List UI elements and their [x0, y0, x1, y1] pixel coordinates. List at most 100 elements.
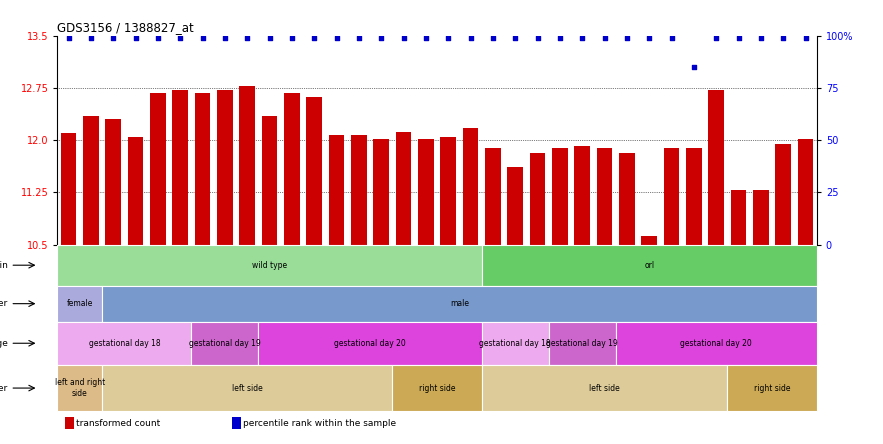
Bar — [374, 139, 389, 245]
Point — [687, 63, 701, 71]
Point — [62, 34, 76, 41]
Text: strain: strain — [0, 261, 8, 270]
Text: left side: left side — [589, 384, 620, 392]
Bar — [619, 153, 635, 245]
Bar — [128, 137, 143, 245]
Point — [620, 34, 634, 41]
Point — [285, 34, 299, 41]
Bar — [463, 127, 479, 245]
Text: right side: right side — [754, 384, 790, 392]
Bar — [708, 90, 724, 245]
Bar — [552, 148, 568, 245]
Bar — [419, 139, 434, 245]
Text: left side: left side — [232, 384, 262, 392]
Bar — [172, 90, 188, 245]
Bar — [482, 245, 817, 286]
Point — [106, 34, 120, 41]
Bar — [392, 365, 482, 411]
Bar — [259, 321, 482, 365]
Point — [553, 34, 567, 41]
Bar — [61, 133, 77, 245]
Text: left and right
side: left and right side — [55, 378, 105, 398]
Text: female: female — [66, 299, 93, 308]
Bar — [57, 365, 102, 411]
Bar — [753, 190, 769, 245]
Bar — [731, 190, 746, 245]
Point — [776, 34, 790, 41]
Point — [218, 34, 232, 41]
Point — [642, 34, 656, 41]
Bar — [239, 86, 255, 245]
Point — [486, 34, 500, 41]
Bar — [396, 132, 411, 245]
Text: gestational day 18: gestational day 18 — [88, 339, 160, 348]
Point — [84, 34, 98, 41]
Point — [329, 34, 343, 41]
Point — [262, 34, 276, 41]
Bar — [57, 286, 102, 321]
Bar — [328, 135, 344, 245]
Bar — [150, 93, 166, 245]
Point — [307, 34, 321, 41]
Bar — [351, 135, 366, 245]
Text: right side: right side — [419, 384, 456, 392]
Point — [195, 34, 209, 41]
Point — [464, 34, 478, 41]
Point — [374, 34, 389, 41]
Bar — [57, 321, 192, 365]
Point — [351, 34, 366, 41]
Point — [396, 34, 411, 41]
Bar — [482, 321, 548, 365]
Point — [531, 34, 545, 41]
Text: wild type: wild type — [252, 261, 287, 270]
Bar — [105, 119, 121, 245]
Point — [151, 34, 165, 41]
Bar — [548, 321, 615, 365]
Point — [754, 34, 768, 41]
Bar — [508, 166, 523, 245]
Point — [709, 34, 723, 41]
Text: percentile rank within the sample: percentile rank within the sample — [244, 419, 396, 428]
Bar — [65, 417, 74, 429]
Bar — [441, 137, 457, 245]
Text: gender: gender — [0, 299, 8, 308]
Bar — [102, 365, 392, 411]
Bar — [482, 365, 728, 411]
Bar — [575, 146, 590, 245]
Text: gestational day 20: gestational day 20 — [334, 339, 406, 348]
Bar — [83, 116, 99, 245]
Text: orl: orl — [645, 261, 654, 270]
Bar — [775, 143, 791, 245]
Bar — [798, 139, 813, 245]
Bar — [686, 148, 702, 245]
Bar — [232, 417, 241, 429]
Point — [129, 34, 143, 41]
Point — [665, 34, 679, 41]
Text: gestational day 18: gestational day 18 — [479, 339, 551, 348]
Text: other: other — [0, 384, 8, 392]
Text: gestational day 19: gestational day 19 — [547, 339, 618, 348]
Point — [419, 34, 433, 41]
Bar — [641, 236, 657, 245]
Point — [798, 34, 812, 41]
Bar — [664, 148, 679, 245]
Point — [575, 34, 589, 41]
Point — [509, 34, 523, 41]
Point — [240, 34, 254, 41]
Bar — [195, 93, 210, 245]
Bar — [485, 148, 501, 245]
Bar — [284, 93, 299, 245]
Bar — [597, 148, 613, 245]
Text: GDS3156 / 1388827_at: GDS3156 / 1388827_at — [57, 21, 194, 34]
Text: gestational day 19: gestational day 19 — [189, 339, 260, 348]
Text: gestational day 20: gestational day 20 — [681, 339, 752, 348]
Text: age: age — [0, 339, 8, 348]
Bar — [57, 245, 482, 286]
Bar — [261, 116, 277, 245]
Bar — [192, 321, 259, 365]
Point — [731, 34, 745, 41]
Bar — [615, 321, 817, 365]
Bar — [728, 365, 817, 411]
Bar — [306, 97, 322, 245]
Bar — [217, 90, 233, 245]
